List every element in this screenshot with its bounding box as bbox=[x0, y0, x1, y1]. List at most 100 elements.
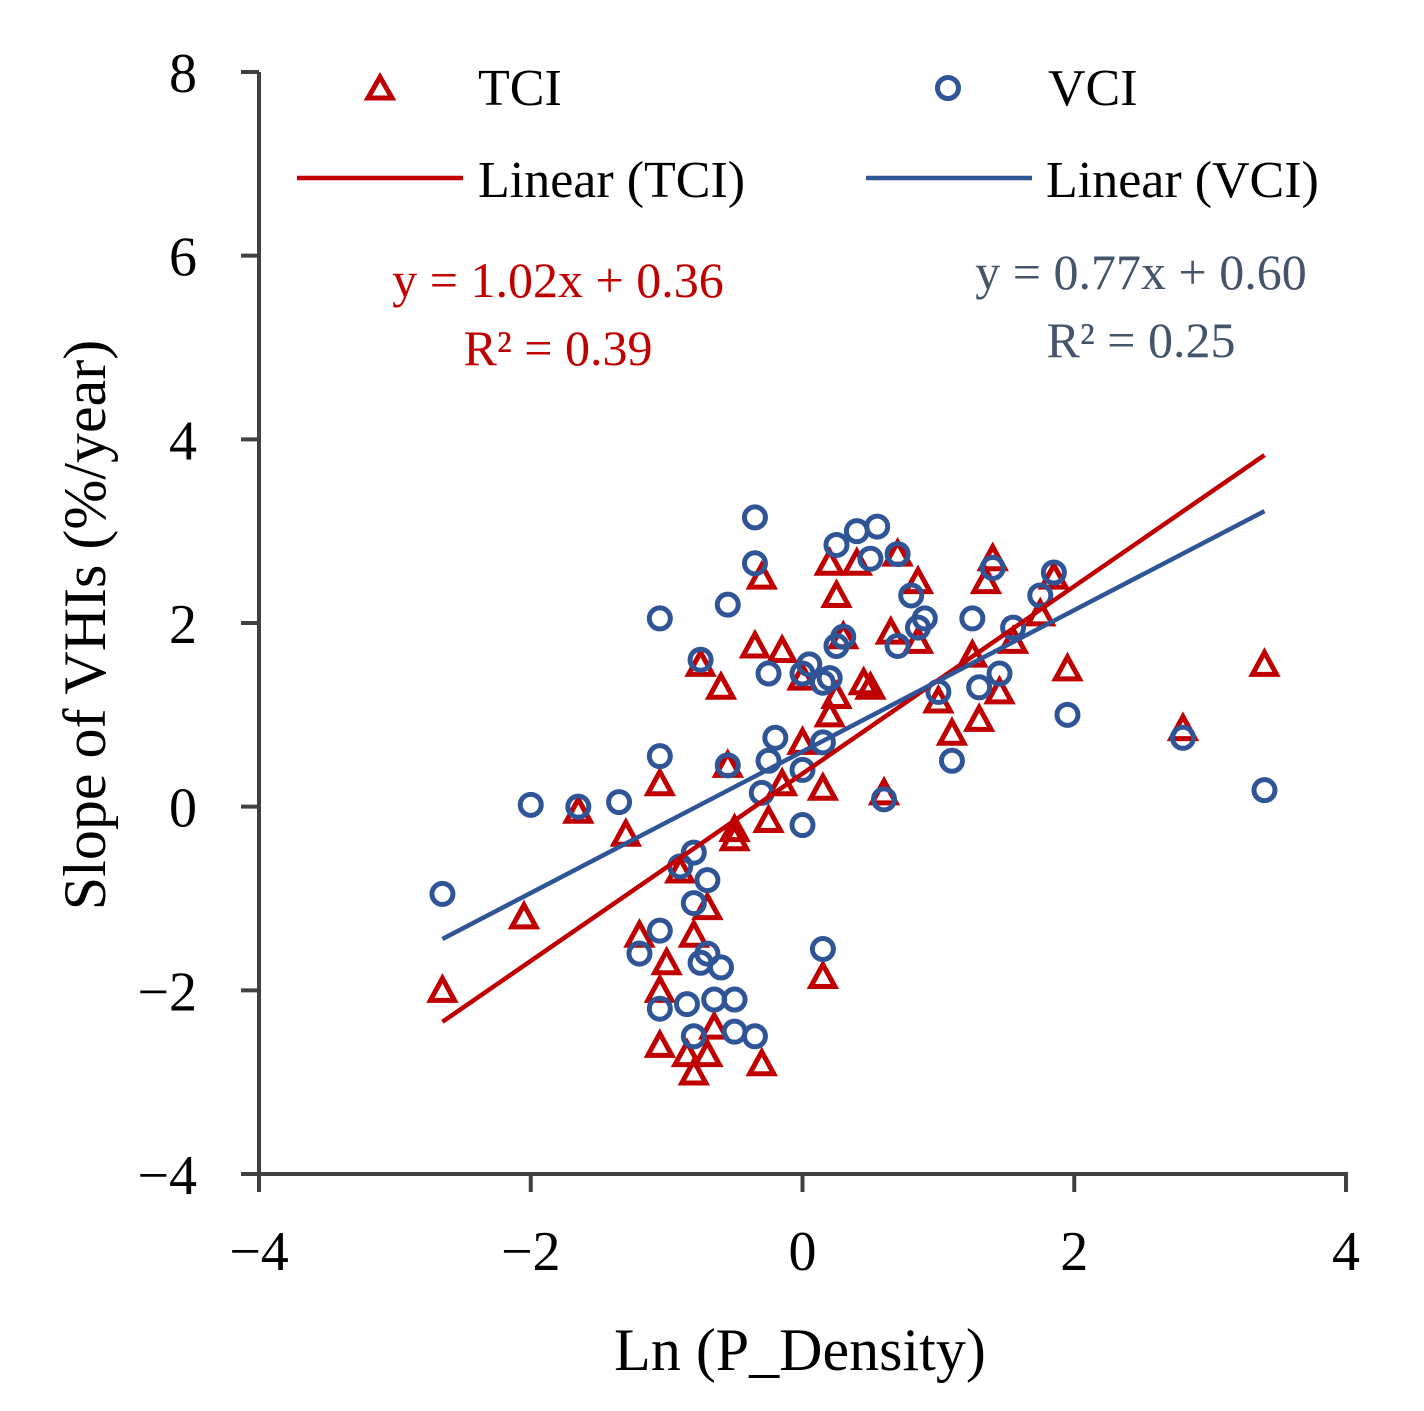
vci-point bbox=[816, 665, 843, 692]
vci-point bbox=[714, 752, 741, 779]
vci-point bbox=[871, 786, 898, 813]
tci-point bbox=[820, 679, 853, 709]
vci-point bbox=[762, 724, 789, 751]
legend-vci-label: VCI bbox=[1048, 60, 1138, 117]
y-tick-label: 8 bbox=[169, 43, 197, 105]
tci-point bbox=[1051, 651, 1084, 682]
tci-point bbox=[677, 1055, 711, 1086]
x-tick-label: 4 bbox=[1332, 1221, 1360, 1283]
vci-point bbox=[606, 789, 633, 816]
legend-tci-marker bbox=[363, 71, 397, 101]
vci-point bbox=[687, 646, 714, 673]
x-axis-title: Ln (P_Density) bbox=[614, 1317, 986, 1383]
vci-point bbox=[1040, 559, 1067, 586]
tci-point bbox=[677, 918, 711, 948]
tci-point bbox=[691, 1037, 724, 1068]
vci-r-squared: R² = 0.25 bbox=[1046, 312, 1235, 368]
vci-point bbox=[1251, 777, 1278, 804]
vci-point bbox=[796, 651, 823, 678]
vci-point bbox=[884, 632, 911, 659]
vci-point bbox=[789, 756, 816, 783]
vci-point bbox=[694, 940, 721, 967]
tci-point bbox=[806, 771, 840, 801]
tci-point bbox=[562, 794, 595, 824]
vci-point bbox=[830, 623, 857, 650]
vci-point bbox=[911, 605, 938, 632]
vci-point bbox=[864, 513, 891, 540]
tci-point bbox=[507, 899, 541, 930]
vci-point bbox=[986, 660, 1013, 687]
vci-point bbox=[721, 986, 748, 1013]
vci-point bbox=[517, 791, 544, 818]
tci-point bbox=[738, 628, 772, 659]
tci-point bbox=[806, 959, 840, 990]
x-tick-label: −2 bbox=[501, 1221, 561, 1283]
vci-point bbox=[646, 605, 673, 632]
tci-point bbox=[820, 578, 853, 608]
vci-point bbox=[741, 504, 768, 531]
y-tick-label: 4 bbox=[169, 410, 197, 472]
x-tick-label: −4 bbox=[229, 1221, 289, 1283]
tci-point bbox=[650, 945, 683, 976]
tci-point bbox=[765, 633, 799, 664]
tci-point bbox=[718, 812, 751, 843]
vci-point bbox=[680, 839, 707, 866]
vci-point bbox=[1169, 724, 1196, 751]
y-tick-label: −2 bbox=[137, 961, 197, 1023]
vci-trendline bbox=[441, 509, 1266, 941]
vci-point bbox=[680, 1023, 707, 1050]
y-axis-title: Slope of VHIs (%/year) bbox=[52, 340, 118, 910]
legend-vci-marker bbox=[935, 75, 961, 101]
tci-point bbox=[670, 1037, 704, 1068]
vci-point bbox=[565, 793, 592, 820]
y-tick-label: −4 bbox=[137, 1145, 197, 1207]
plot-area bbox=[426, 453, 1281, 1086]
tci-point bbox=[752, 803, 785, 833]
x-tick-label: 0 bbox=[789, 1221, 817, 1283]
vci-point bbox=[823, 531, 850, 558]
trendline-equations: y = 1.02x + 0.36 R² = 0.39 y = 0.77x + 0… bbox=[392, 244, 1306, 376]
vci-point bbox=[646, 917, 673, 944]
tci-point bbox=[874, 614, 908, 645]
vci-point bbox=[884, 541, 911, 568]
legend-linear-vci-label: Linear (VCI) bbox=[1046, 152, 1319, 209]
vci-point bbox=[674, 991, 701, 1018]
tci-point bbox=[664, 853, 697, 884]
vci-point bbox=[789, 812, 816, 839]
tci-point bbox=[983, 674, 1016, 705]
tci-point bbox=[643, 1028, 677, 1058]
vci-point bbox=[755, 660, 782, 687]
tci-point bbox=[901, 564, 935, 595]
tci-point bbox=[901, 624, 935, 654]
tci-point bbox=[1037, 559, 1071, 590]
vci-point bbox=[626, 940, 653, 967]
tci-point bbox=[643, 766, 677, 797]
y-tick-label: 6 bbox=[169, 227, 197, 289]
vci-point bbox=[857, 545, 884, 572]
y-tick-label: 2 bbox=[169, 594, 197, 656]
vci-point bbox=[714, 591, 741, 618]
tci-point bbox=[697, 1009, 731, 1040]
vci-point bbox=[959, 605, 986, 632]
vci-point bbox=[938, 747, 965, 774]
tci-point bbox=[1248, 647, 1281, 677]
tci-equation: y = 1.02x + 0.36 bbox=[392, 252, 723, 308]
y-tick-label: 0 bbox=[169, 778, 197, 840]
vci-point bbox=[741, 1023, 768, 1050]
vci-equation: y = 0.77x + 0.60 bbox=[975, 244, 1306, 300]
vci-point bbox=[646, 995, 673, 1022]
tci-point bbox=[704, 670, 738, 700]
vci-point bbox=[741, 550, 768, 577]
x-tick-label: 2 bbox=[1060, 1221, 1088, 1283]
vci-point bbox=[707, 954, 734, 981]
tci-point bbox=[854, 670, 887, 700]
vci-point bbox=[1027, 582, 1054, 609]
vci-point bbox=[809, 936, 836, 963]
vci-point bbox=[1054, 701, 1081, 728]
tci-point bbox=[745, 1046, 778, 1077]
vci-point bbox=[694, 867, 721, 894]
vci-point bbox=[680, 890, 707, 917]
tci-point bbox=[962, 702, 996, 732]
